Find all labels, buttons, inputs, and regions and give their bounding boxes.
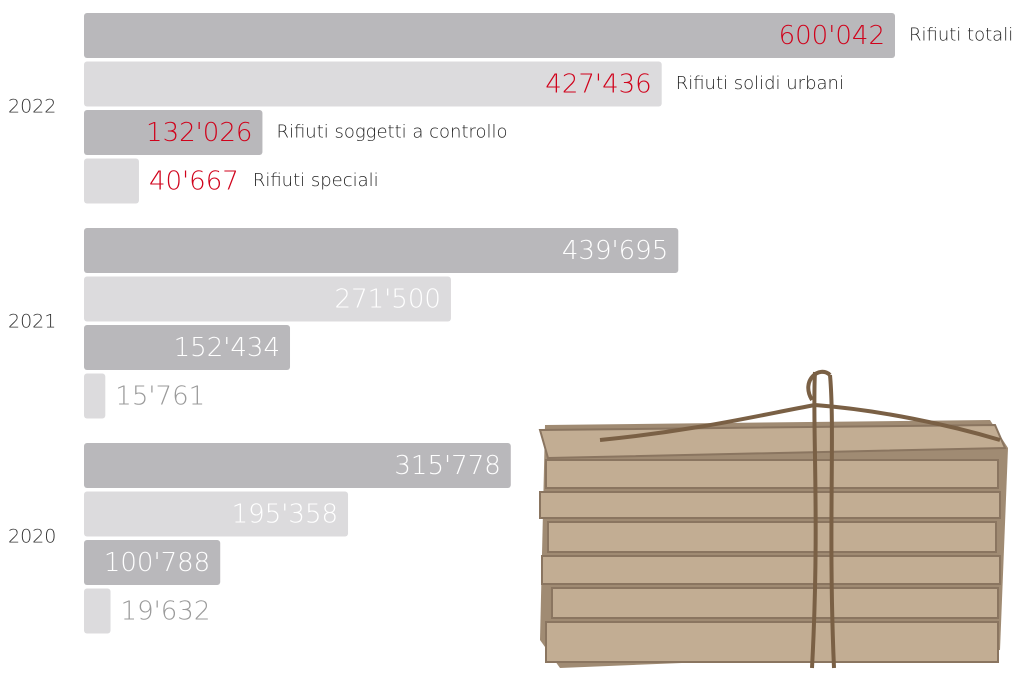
value-label: 40'667: [149, 167, 239, 197]
series-name: Rifiuti solidi urbani: [676, 73, 844, 94]
bar: [84, 540, 221, 585]
value-label: 15'761: [115, 382, 205, 412]
value-label: 271'500: [335, 285, 441, 315]
bar: [84, 61, 662, 107]
bar: [84, 110, 263, 155]
value-label: 427'436: [545, 70, 651, 100]
series-name: Rifiuti speciali: [253, 170, 379, 191]
value-label: 439'695: [562, 236, 668, 266]
value-label: 152'434: [174, 333, 280, 363]
bar: [84, 13, 895, 58]
bar: [84, 491, 349, 537]
value-label: 195'358: [232, 500, 338, 530]
bar: [84, 325, 291, 370]
bar: [84, 443, 511, 488]
bar: [84, 373, 106, 419]
series-name: Rifiuti soggetti a controllo: [276, 122, 507, 143]
cardboard-photo: [538, 369, 1008, 669]
year-label: 2021: [8, 311, 56, 333]
value-label: 600'042: [779, 21, 885, 51]
bar: [84, 588, 111, 634]
value-label: 315'778: [394, 451, 500, 481]
value-label: 132'026: [146, 118, 252, 148]
year-label: 2022: [8, 96, 56, 118]
value-label: 100'788: [104, 548, 210, 578]
value-label: 19'632: [121, 597, 211, 627]
year-label: 2020: [8, 526, 56, 548]
bar: [84, 228, 679, 273]
bar: [84, 158, 139, 204]
series-name: Rifiuti totali: [909, 25, 1013, 46]
bar: [84, 276, 451, 322]
